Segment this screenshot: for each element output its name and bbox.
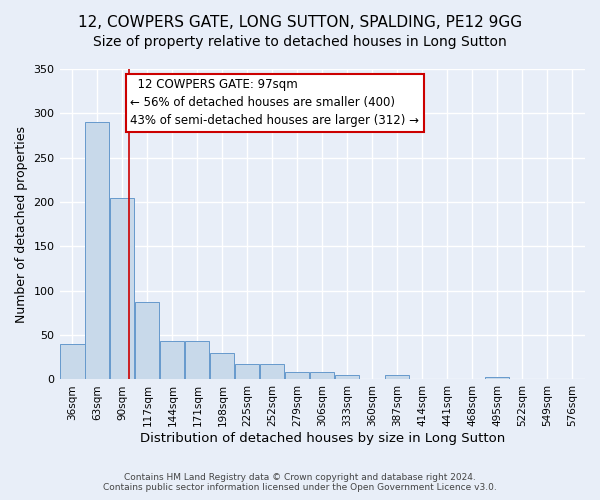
Text: 12, COWPERS GATE, LONG SUTTON, SPALDING, PE12 9GG: 12, COWPERS GATE, LONG SUTTON, SPALDING,… <box>78 15 522 30</box>
Text: Size of property relative to detached houses in Long Sutton: Size of property relative to detached ho… <box>93 35 507 49</box>
Bar <box>85 122 109 380</box>
Y-axis label: Number of detached properties: Number of detached properties <box>15 126 28 322</box>
Bar <box>136 302 160 380</box>
Bar <box>160 342 184 380</box>
Bar <box>335 375 359 380</box>
Bar <box>235 364 259 380</box>
Bar <box>485 377 509 380</box>
Bar <box>285 372 310 380</box>
Bar <box>310 372 334 380</box>
Bar <box>110 198 134 380</box>
Bar <box>260 364 284 380</box>
Text: 12 COWPERS GATE: 97sqm  
← 56% of detached houses are smaller (400)
43% of semi-: 12 COWPERS GATE: 97sqm ← 56% of detached… <box>130 78 419 128</box>
Text: Contains HM Land Registry data © Crown copyright and database right 2024.
Contai: Contains HM Land Registry data © Crown c… <box>103 473 497 492</box>
Bar <box>385 375 409 380</box>
Bar <box>211 353 235 380</box>
Bar <box>185 342 209 380</box>
X-axis label: Distribution of detached houses by size in Long Sutton: Distribution of detached houses by size … <box>140 432 505 445</box>
Bar <box>61 344 85 380</box>
